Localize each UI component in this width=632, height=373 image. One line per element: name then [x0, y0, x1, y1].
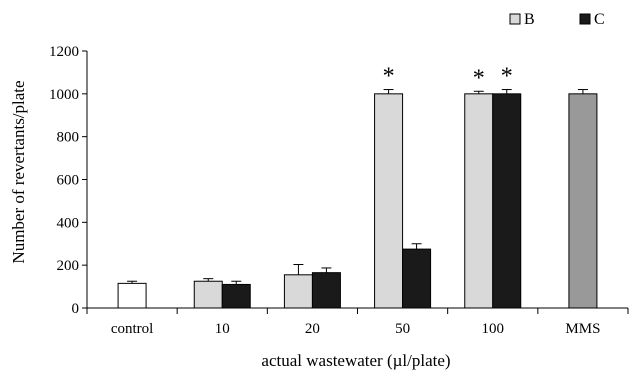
y-tick-label: 600 [57, 173, 80, 189]
x-tick-label: 100 [482, 321, 505, 337]
legend-label-b: B [524, 11, 535, 28]
legend-label-c: C [594, 11, 605, 28]
significance-marker: * [501, 64, 513, 90]
y-tick-label: 400 [57, 215, 80, 231]
significance-marker: * [473, 65, 485, 91]
legend-swatch-b [509, 13, 521, 25]
x-tick-label: control [111, 321, 154, 337]
significance-marker: * [383, 64, 395, 90]
y-axis-label: Number of revertants/plate [9, 80, 28, 263]
y-tick-label: 1200 [49, 44, 79, 60]
bar-b-10 [193, 280, 223, 309]
bar-c-20 [311, 272, 341, 309]
y-axis: 0 200 400 600 800 1000 1200 [49, 44, 88, 317]
y-tick-label: 200 [57, 258, 80, 274]
bar-c-50 [402, 248, 432, 309]
bars: * * * [117, 64, 598, 309]
bar-b-100 [464, 93, 494, 309]
x-tick-label: 10 [215, 321, 230, 337]
y-tick-label: 800 [57, 130, 80, 146]
bar-mms-mms [568, 93, 598, 309]
legend-swatch-c [579, 13, 591, 25]
x-tick-label: MMS [565, 321, 600, 337]
bar-c-10 [221, 283, 251, 309]
bar-c-100 [492, 93, 522, 309]
y-tick-label: 1000 [49, 87, 79, 103]
x-axis: control 10 20 50 100 MMS [86, 307, 629, 337]
bar-b-50 [374, 93, 404, 309]
x-tick-label: 50 [395, 321, 410, 337]
bar-b-20 [283, 274, 313, 309]
x-tick-label: 20 [305, 321, 320, 337]
x-axis-label: actual wastewater (µl/plate) [261, 351, 450, 370]
bar-control-control [117, 282, 147, 309]
y-tick-label: 0 [72, 301, 80, 317]
